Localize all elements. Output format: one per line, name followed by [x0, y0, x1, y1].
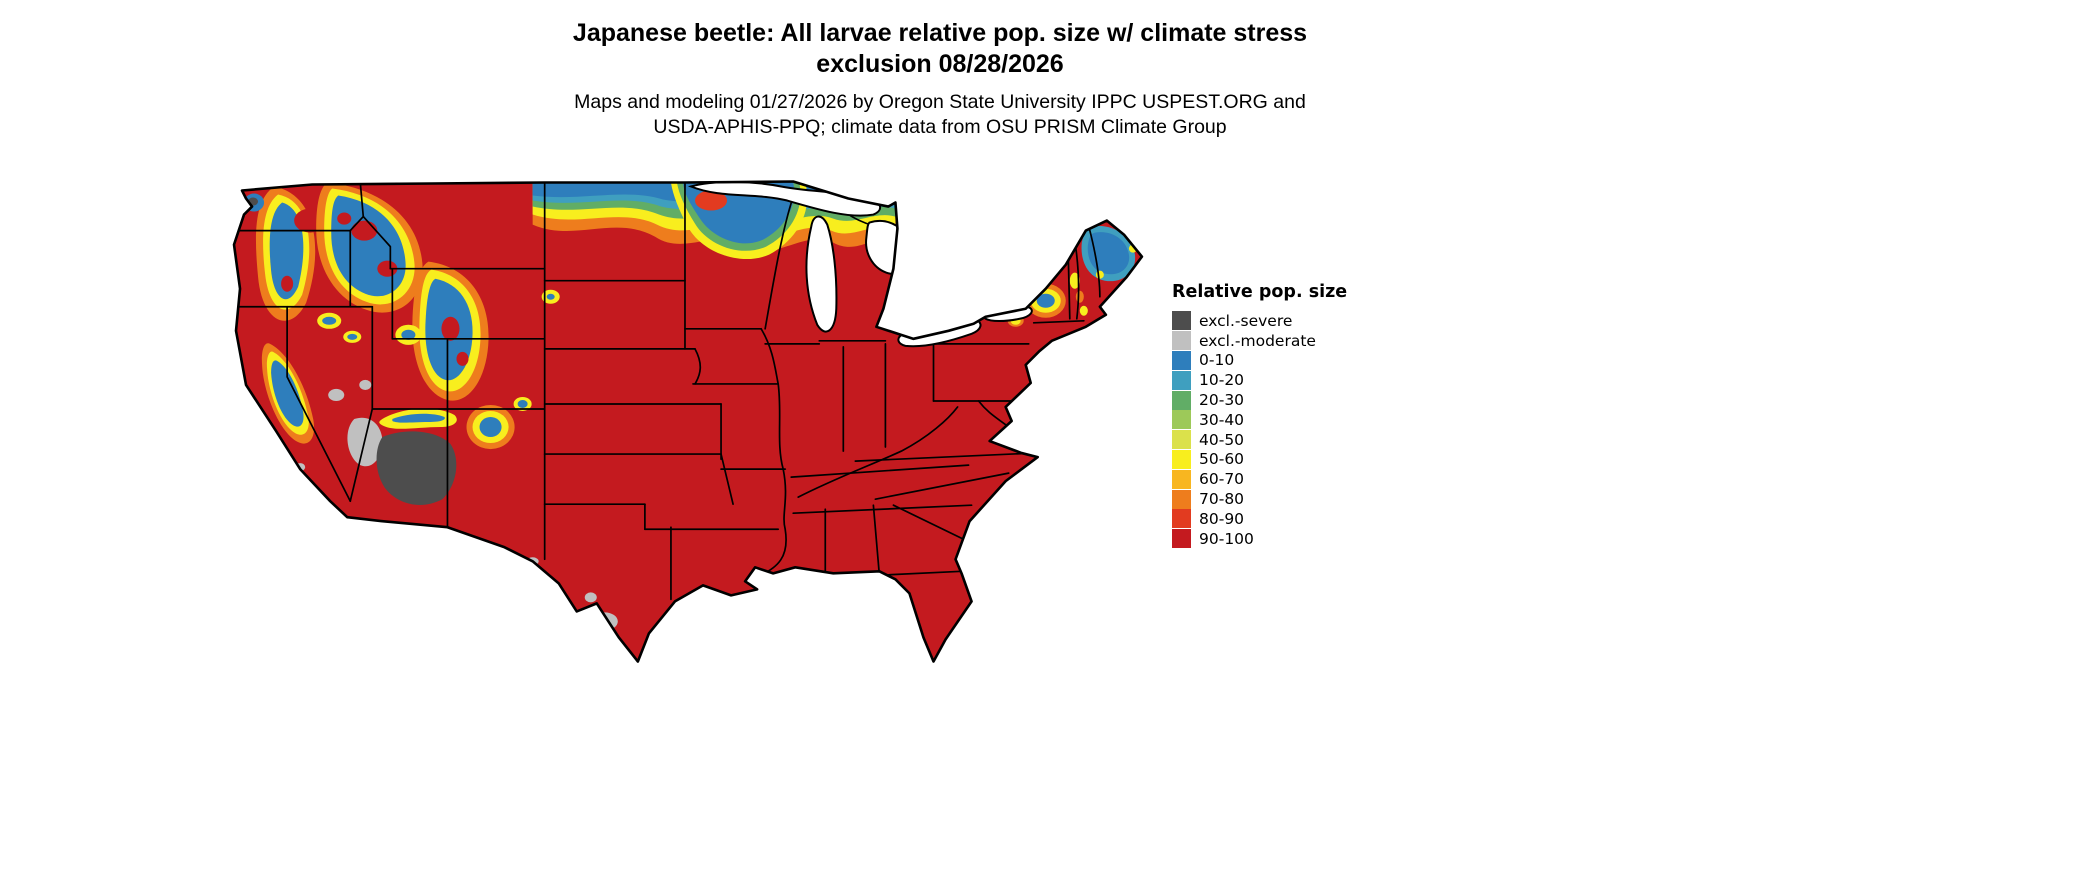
- region-nm-blue: [479, 416, 502, 438]
- legend-item-20-30: 20-30: [1172, 390, 1347, 410]
- legend-swatch-excl-moderate: [1172, 331, 1191, 351]
- legend-item-80-90: 80-90: [1172, 509, 1347, 529]
- legend-item-40-50: 40-50: [1172, 430, 1347, 450]
- legend-swatch-70-80: [1172, 489, 1191, 509]
- region-nh-yellow: [1079, 305, 1088, 316]
- us-population-map: [232, 168, 1164, 670]
- legend-swatch-80-90: [1172, 509, 1191, 529]
- legend-item-excl-moderate: excl.-moderate: [1172, 331, 1347, 351]
- map-title-line2: exclusion 08/28/2026: [816, 50, 1064, 78]
- region-nrockies-red-hole3: [337, 212, 352, 225]
- legend-label-40-50: 40-50: [1199, 430, 1245, 449]
- legend-item-90-100: 90-100: [1172, 529, 1347, 549]
- region-nm-spot2-blue: [517, 399, 528, 408]
- region-adirondack-blue: [1036, 293, 1055, 308]
- legend-swatch-60-70: [1172, 469, 1191, 489]
- legend-item-30-40: 30-40: [1172, 410, 1347, 430]
- legend-swatch-20-30: [1172, 390, 1191, 410]
- region-deathvalley-excl-moderate: [328, 388, 345, 401]
- map-subtitle-line2: USDA-APHIS-PPQ; climate data from OSU PR…: [653, 116, 1227, 138]
- legend-swatch-0-10: [1172, 350, 1191, 370]
- us-outline: [232, 180, 1144, 663]
- region-cascades-blue: [269, 202, 304, 300]
- region-sierra-blue: [271, 360, 304, 427]
- map-subtitle-line1: Maps and modeling 01/27/2026 by Oregon S…: [574, 91, 1306, 113]
- map-raster-layers: [234, 181, 1142, 662]
- legend-label-excl-moderate: excl.-moderate: [1199, 331, 1316, 350]
- region-oregon-red-hole: [281, 275, 294, 292]
- legend-label-30-40: 30-40: [1199, 410, 1245, 429]
- region-blackhills-blue: [546, 293, 555, 300]
- map-title-line1: Japanese beetle: All larvae relative pop…: [572, 19, 1308, 47]
- legend-title: Relative pop. size: [1172, 282, 1348, 302]
- legend-item-10-20: 10-20: [1172, 370, 1347, 390]
- legend-swatch-excl-severe: [1172, 311, 1191, 331]
- legend-item-0-10: 0-10: [1172, 350, 1347, 371]
- legend-item-excl-severe: excl.-severe: [1172, 311, 1347, 331]
- map-legend: Relative pop. size excl.-severe excl.-mo…: [1172, 282, 1347, 549]
- legend-label-70-80: 70-80: [1199, 490, 1245, 509]
- region-nv-spot1-blue: [322, 316, 337, 325]
- region-corockies-red-hole2: [456, 351, 469, 366]
- legend-label-80-90: 80-90: [1199, 509, 1245, 528]
- legend-label-60-70: 60-70: [1199, 470, 1245, 489]
- legend-label-20-30: 20-30: [1199, 391, 1245, 410]
- legend-item-50-60: 50-60: [1172, 449, 1347, 470]
- legend-item-70-80: 70-80: [1172, 489, 1347, 509]
- lake-superior: [687, 181, 882, 217]
- region-az-rim-blue: [392, 413, 445, 423]
- region-corockies-red-hole1: [441, 316, 460, 341]
- legend-label-90-100: 90-100: [1199, 529, 1254, 548]
- legend-label-0-10: 0-10: [1199, 351, 1235, 370]
- region-maine-blue: [1087, 232, 1130, 275]
- region-az-excl-severe: [376, 431, 457, 505]
- region-maine-orange-spot: [1133, 237, 1140, 244]
- figure-header: Japanese beetle: All larvae relative pop…: [0, 18, 1880, 140]
- region-utah-spot-blue: [401, 329, 416, 340]
- legend-item-60-70: 60-70: [1172, 469, 1347, 489]
- region-vt-yellow: [1069, 272, 1080, 289]
- region-maine-yellow-spot2: [1095, 270, 1104, 279]
- region-nv-spot2-blue: [347, 333, 358, 340]
- legend-label-10-20: 10-20: [1199, 371, 1245, 390]
- us-map-svg: [232, 180, 1144, 663]
- region-nd-red-spot: [694, 190, 728, 211]
- region-stx-excl-moderate2: [584, 592, 597, 603]
- legend-swatch-90-100: [1172, 529, 1191, 549]
- legend-label-50-60: 50-60: [1199, 450, 1245, 469]
- legend-swatch-50-60: [1172, 449, 1191, 469]
- legend-swatch-40-50: [1172, 430, 1191, 450]
- lake-michigan: [805, 215, 838, 333]
- region-snv-excl-moderate: [359, 379, 372, 390]
- region-nh-orange: [1075, 290, 1084, 303]
- legend-swatch-30-40: [1172, 410, 1191, 430]
- legend-swatch-10-20: [1172, 370, 1191, 390]
- legend-label-excl-severe: excl.-severe: [1199, 311, 1293, 330]
- map-subtitle: Maps and modeling 01/27/2026 by Oregon S…: [0, 90, 1880, 140]
- region-nrockies-red-hole1: [351, 220, 378, 241]
